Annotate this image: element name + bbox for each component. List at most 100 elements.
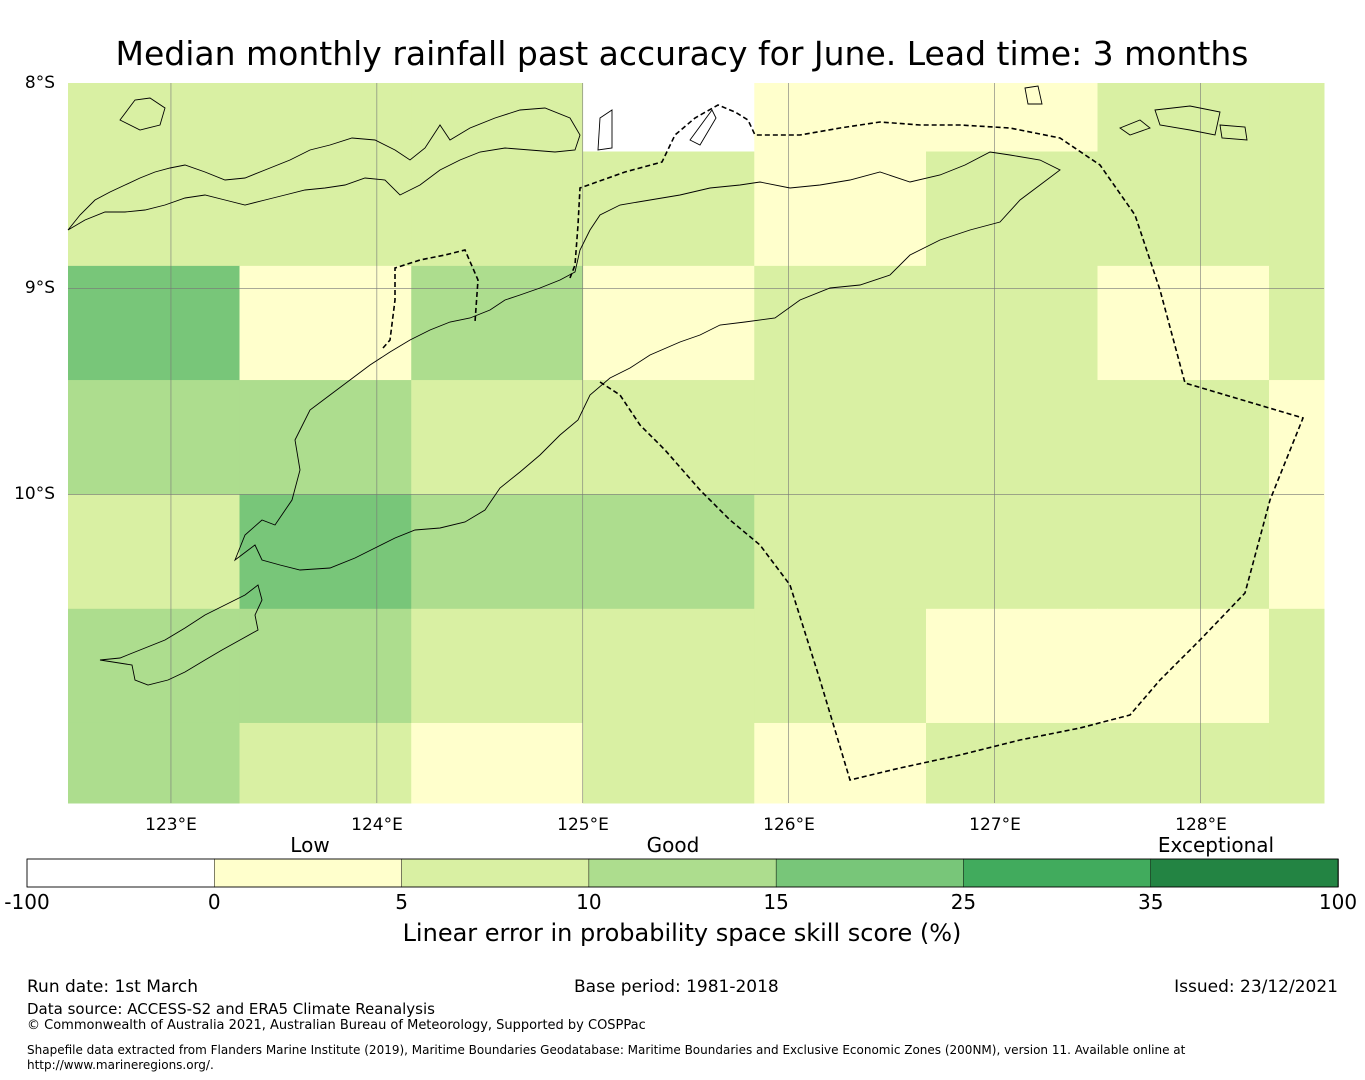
lon-label-128e: 128°E: [1175, 815, 1227, 835]
shapefile-credit: Shapefile data extracted from Flanders M…: [27, 1043, 1186, 1072]
eez-boundary-oecusse: [382, 249, 479, 349]
colorbar-segment: [775, 858, 965, 888]
coastline-sumba-islet: [119, 97, 166, 131]
skill-cell: [411, 608, 584, 724]
skill-cell: [1097, 151, 1270, 267]
lon-label-125e: 125°E: [557, 815, 609, 835]
colorbar-category-low: Low: [290, 833, 329, 857]
lat-label-8s: 8°S: [25, 73, 55, 93]
skill-cell: [1097, 265, 1270, 381]
skill-cell: [411, 265, 584, 381]
colorbar-segment: [26, 858, 216, 888]
colorbar-tick-label: 35: [1138, 890, 1163, 914]
coastline-alor-islet: [597, 109, 613, 151]
colorbar-tick-label: 0: [208, 890, 221, 914]
skill-cell: [1269, 380, 1325, 495]
skill-cell: [754, 494, 927, 610]
colorbar-tick-label: 5: [395, 890, 408, 914]
skill-cell: [1097, 608, 1270, 724]
skill-cell: [411, 380, 584, 495]
copyright: © Commonwealth of Australia 2021, Austra…: [27, 1018, 646, 1033]
lon-label-123e: 123°E: [145, 815, 197, 835]
lon-label-124e: 124°E: [351, 815, 403, 835]
coastlines: [67, 85, 1248, 686]
base-period: Base period: 1981-2018: [574, 977, 779, 997]
skill-cell: [68, 83, 241, 153]
skill-cell: [925, 722, 1099, 804]
skill-cell: [1097, 494, 1270, 610]
data-source: Data source: ACCESS-S2 and ERA5 Climate …: [27, 1000, 435, 1018]
skill-cell: [239, 608, 412, 724]
skill-cell: [68, 722, 241, 804]
skill-cell: [68, 151, 241, 267]
eez-boundary-timor-leste: [569, 104, 1305, 781]
colorbar-title: Linear error in probability space skill …: [403, 919, 962, 947]
colorbar-segment: [588, 858, 777, 888]
coastline-flores-alor: [67, 107, 581, 231]
skill-cell: [68, 608, 241, 724]
skill-cell: [239, 83, 412, 153]
skill-cell: [68, 494, 241, 610]
skill-cell: [1269, 608, 1325, 724]
skill-cell: [582, 83, 755, 153]
lat-label-10s: 10°S: [14, 484, 55, 504]
latitude-labels: 8°S 9°S 10°S: [14, 73, 55, 504]
skill-cell: [582, 494, 755, 610]
colorbar: Low Good Exceptional -100 0 5 10 15 25 35 100 L…: [4, 833, 1357, 947]
skill-cell: [1097, 722, 1270, 804]
skill-cell: [754, 265, 927, 381]
coastline-timor: [233, 151, 1061, 571]
map-panel: [67, 83, 1325, 804]
skill-cell: [239, 722, 412, 804]
skill-cell: [925, 265, 1099, 381]
skill-cell: [1269, 494, 1325, 610]
map-title: Median monthly rainfall past accuracy fo…: [116, 34, 1249, 73]
maritime-boundaries: [382, 104, 1305, 781]
skill-cell: [411, 722, 584, 804]
skill-cell: [582, 380, 755, 495]
skill-cell: [239, 151, 412, 267]
coastline-atauro: [689, 109, 717, 146]
colorbar-segment: [401, 858, 590, 888]
lon-label-126e: 126°E: [763, 815, 815, 835]
colorbar-segment: [214, 858, 403, 888]
skill-cell: [925, 83, 1099, 153]
colorbar-tick-label: 100: [1319, 890, 1357, 914]
skill-cell: [754, 83, 927, 153]
skill-cell: [925, 494, 1099, 610]
skill-cell: [582, 151, 755, 267]
colorbar-tick-label: 15: [763, 890, 788, 914]
skill-cell: [68, 265, 241, 381]
skill-cell: [582, 608, 755, 724]
skill-cell: [925, 608, 1099, 724]
run-date: Run date: 1st March: [27, 977, 199, 997]
skill-cell: [68, 380, 241, 495]
skill-cell: [754, 722, 927, 804]
skill-cells: [68, 83, 1325, 804]
colorbar-tick-label: -100: [4, 890, 49, 914]
skill-cell: [582, 722, 755, 804]
colorbar-tick-label: 10: [576, 890, 601, 914]
coastline-wetar: [1119, 105, 1248, 141]
skill-cell: [925, 380, 1099, 495]
skill-cell: [1269, 83, 1325, 153]
issued-date: Issued: 23/12/2021: [1174, 977, 1338, 997]
colorbar-category-good: Good: [647, 833, 700, 857]
colorbar-segments: [26, 858, 1339, 888]
skill-cell: [754, 380, 927, 495]
longitude-labels: 123°E 124°E 125°E 126°E 127°E 128°E: [145, 815, 1227, 835]
colorbar-tick-label: 25: [951, 890, 976, 914]
skill-cell: [1097, 83, 1270, 153]
skill-cell: [582, 265, 755, 381]
skill-cell: [1097, 380, 1270, 495]
colorbar-segment: [1150, 858, 1339, 888]
skill-cell: [754, 608, 927, 724]
skill-cell: [411, 151, 584, 267]
lon-label-127e: 127°E: [969, 815, 1021, 835]
colorbar-segment: [963, 858, 1152, 888]
skill-cell: [411, 494, 584, 610]
coastline-islet: [1024, 85, 1043, 105]
skill-cell: [239, 380, 412, 495]
lat-label-9s: 9°S: [25, 278, 55, 298]
